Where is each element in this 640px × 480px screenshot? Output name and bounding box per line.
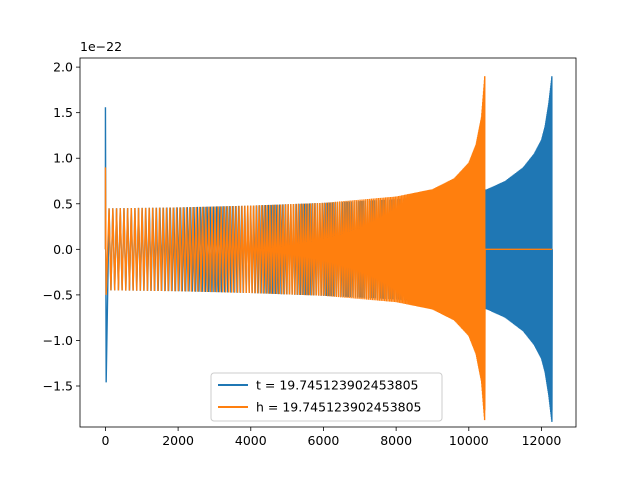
legend: t = 19.745123902453805 h = 19.7451239024… — [210, 372, 443, 422]
x-axis: 0 2000 4000 6000 8000 10000 12000 — [101, 427, 561, 448]
y-tick-label: 0.0 — [53, 242, 73, 257]
x-tick-label: 2000 — [162, 433, 194, 448]
y-tick-label: 2.0 — [53, 60, 73, 75]
y-tick-label: 1.0 — [53, 151, 73, 166]
x-tick-label: 0 — [101, 433, 109, 448]
series-line-h — [104, 76, 552, 421]
y-tick-label: −1.0 — [43, 333, 73, 348]
y-tick-label: 1.5 — [53, 105, 73, 120]
x-tick-label: 10000 — [449, 433, 489, 448]
x-tick-label: 8000 — [380, 433, 412, 448]
y-tick-label: −0.5 — [43, 287, 73, 302]
y-tick-label: −1.5 — [43, 379, 73, 394]
x-tick-label: 4000 — [235, 433, 267, 448]
plot-area — [104, 76, 553, 422]
y-axis: −1.5 −1.0 −0.5 0.0 0.5 1.0 1.5 2.0 — [43, 60, 80, 394]
x-tick-label: 6000 — [308, 433, 340, 448]
legend-label-h: h = 19.745123902453805 — [256, 400, 422, 415]
x-tick-label: 12000 — [522, 433, 562, 448]
axes-frame — [79, 57, 577, 428]
legend-label-t: t = 19.745123902453805 — [256, 378, 419, 393]
legend-box — [210, 372, 443, 422]
y-offset-label: 1e−22 — [80, 39, 122, 54]
y-tick-label: 0.5 — [53, 196, 73, 211]
